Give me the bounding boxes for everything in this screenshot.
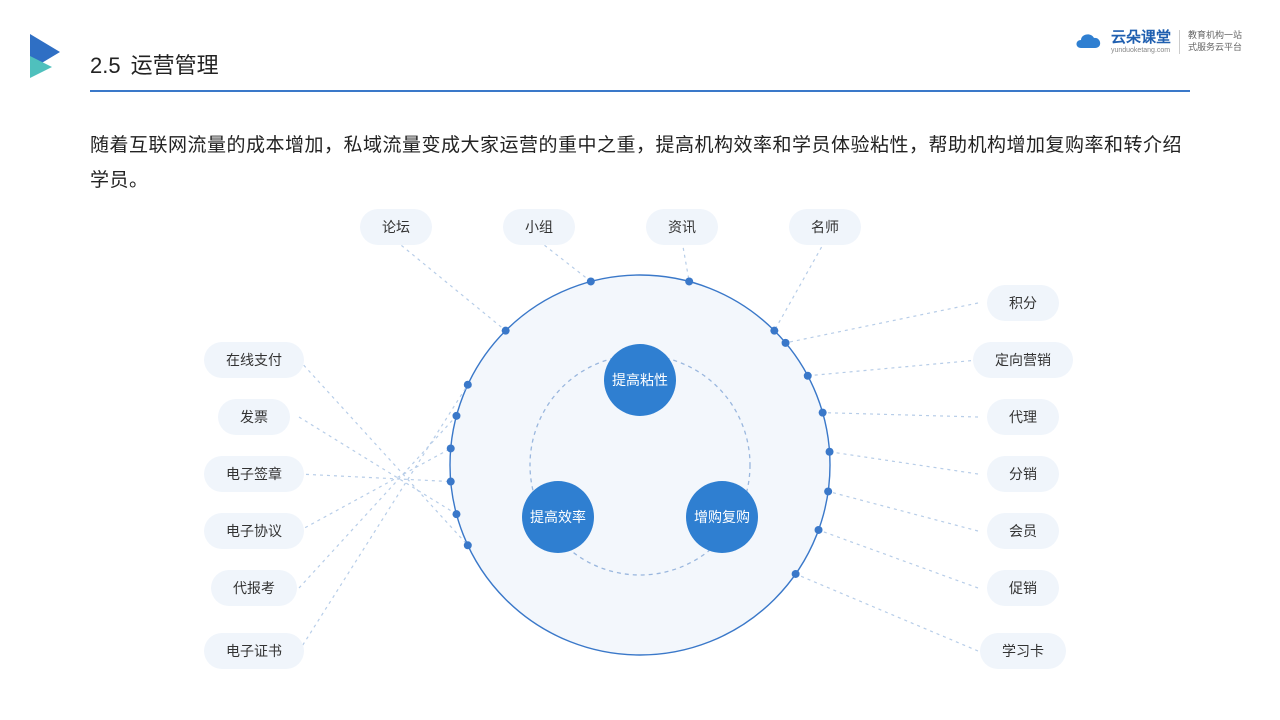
section-title: 运营管理 (131, 48, 219, 80)
logo-tagline-line: 教育机构一站 (1188, 30, 1242, 42)
slide: 云朵课堂 yunduoketang.com 教育机构一站 式服务云平台 2.5 … (0, 0, 1280, 720)
slide-description: 随着互联网流量的成本增加，私域流量变成大家运营的重中之重，提高机构效率和学员体验… (90, 128, 1190, 198)
logo-brand-text: 云朵课堂 (1111, 30, 1171, 45)
diagram-top-pill: 小组 (503, 209, 575, 245)
title-underline (90, 90, 1190, 92)
diagram-right-pill: 代理 (987, 399, 1059, 435)
diagram-left-pill: 代报考 (211, 570, 297, 606)
diagram-left-pill: 发票 (218, 399, 290, 435)
diagram-right-pill: 分销 (987, 456, 1059, 492)
diagram-right-pill: 学习卡 (980, 633, 1066, 669)
diagram-left-pill: 电子协议 (204, 513, 304, 549)
diagram-right-pill: 会员 (987, 513, 1059, 549)
diagram-right-pill: 促销 (987, 570, 1059, 606)
diagram-top-pill: 论坛 (360, 209, 432, 245)
diagram-hub: 提高粘性 (604, 344, 676, 416)
operations-diagram: 论坛 小组 资讯 名师在线支付发票电子签章电子协议代报考电子证书 积分定向营销代理分销会… (0, 195, 1280, 715)
diagram-left-pill: 电子签章 (204, 456, 304, 492)
diagram-top-pill: 资讯 (646, 209, 718, 245)
section-number: 2.5 (90, 53, 121, 79)
diagram-left-pill: 电子证书 (204, 633, 304, 669)
slide-header: 2.5 运营管理 (90, 48, 1190, 92)
diagram-hub: 增购复购 (686, 481, 758, 553)
corner-arrow-icon (30, 34, 68, 83)
logo-tagline-line: 式服务云平台 (1188, 42, 1242, 54)
diagram-hub: 提高效率 (522, 481, 594, 553)
diagram-top-pill: 名师 (789, 209, 861, 245)
diagram-connectors (0, 195, 1280, 715)
diagram-left-pill: 在线支付 (204, 342, 304, 378)
diagram-right-pill: 积分 (987, 285, 1059, 321)
diagram-right-pill: 定向营销 (973, 342, 1073, 378)
